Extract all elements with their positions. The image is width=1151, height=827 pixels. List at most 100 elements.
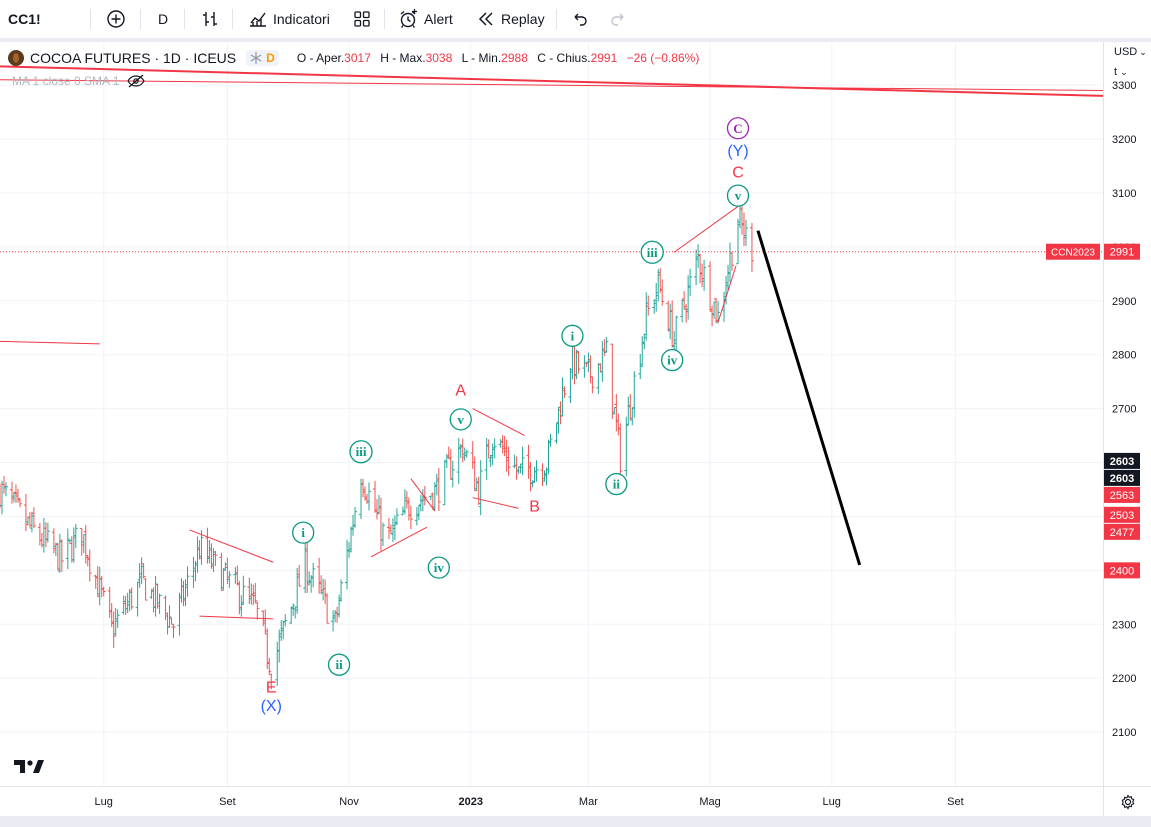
wave-label-text: E [266,679,277,696]
ma-indicator-legend[interactable]: MA 1 close 0 SMA 1 [12,74,146,88]
bottom-panel-border [0,816,1151,827]
close-label: C - Chius. [537,51,591,65]
chevron-down-icon: ⌄ [1139,47,1147,57]
high-value: 3038 [425,51,453,65]
wave-label: ii [327,653,351,676]
bars-icon [203,12,217,26]
wave-label: iv [661,348,684,372]
symbol-title: COCOA FUTURES · 1D · ICEUS [30,50,237,66]
wave-label: C [726,117,750,140]
wave-label-text: v [457,412,464,427]
compare-button[interactable] [106,0,126,38]
currency-label: USD [1114,46,1138,58]
wave-label-circle [292,521,315,544]
wave-label-text: iv [667,353,678,368]
open-value: 3017 [344,51,371,65]
toolbar-divider [184,9,185,29]
wave-label-circle [640,240,664,264]
wave-label: B [529,499,540,516]
chart-grid [0,42,1103,786]
alert-label: Alert [424,11,453,27]
high-label: H - Max. [380,51,426,65]
chevron-down-icon: ⌄ [1120,67,1128,77]
replay-label: Replay [501,11,545,27]
toolbar-divider [384,9,385,29]
cocoa-logo-icon [8,50,24,66]
undo-icon [574,13,587,26]
bar-style-button[interactable] [200,0,220,38]
trendlines [0,65,1104,620]
wave-label-text: ii [335,657,343,672]
trendline [0,340,100,345]
currency-selector[interactable]: USD ⌄ [1114,46,1147,58]
wave-label: ii [605,472,628,496]
plus-circle-icon [107,10,125,28]
low-value: 2988 [501,51,528,65]
time-axis[interactable] [0,786,1103,817]
wave-label-circle [726,184,750,207]
wave-label-text: C [733,121,742,136]
rewind-icon [478,12,493,26]
wave-label-circle [561,324,584,347]
delay-badge: D [266,51,275,65]
replay-button[interactable]: Replay [476,0,545,38]
alert-button[interactable]: Alert [398,0,453,38]
wave-label-text: (Y) [727,143,748,160]
trendline [410,478,436,512]
wave-label-text: C [732,164,744,181]
undo-button[interactable] [570,0,590,38]
wave-label-circle [661,348,684,372]
wave-label: C [732,164,744,181]
wave-label-text: B [529,499,540,516]
eye-hidden-icon[interactable] [127,74,146,88]
gear-icon [1121,794,1135,810]
change-value: −26 (−0.86%) [626,51,700,65]
wave-label-text: i [571,328,575,343]
wave-label-circle [726,117,750,140]
wave-label: i [561,324,584,347]
templates-button[interactable] [352,0,372,38]
wave-label: i [292,521,315,544]
indicators-button[interactable]: Indicatori [248,0,330,38]
grid-icon [354,11,370,27]
wave-label: v [449,408,472,431]
wave-label: v [726,184,750,207]
wave-label: E [266,679,277,696]
wave-label: (Y) [727,143,748,160]
wave-label-circle [449,408,472,431]
price-axis[interactable]: USD ⌄ t ⌄ [1103,42,1151,786]
ma-label: MA 1 close 0 SMA 1 [12,74,120,88]
chart-legend: COCOA FUTURES · 1D · ICEUS D O - Aper.30… [8,48,699,68]
axis-settings[interactable] [1103,786,1151,817]
wave-label-text: (X) [261,698,282,715]
trendline [189,529,274,563]
snowflake-icon [250,52,262,64]
symbol-search-button[interactable]: CC1! [8,0,41,38]
redo-icon [611,13,624,26]
indicators-label: Indicatori [273,11,330,27]
wave-label-circle [605,472,628,496]
unit-selector[interactable]: t ⌄ [1114,66,1128,78]
trendline [472,408,525,437]
wave-label-circle [327,653,351,676]
wave-label: iii [640,240,664,264]
wave-label-text: ii [613,477,621,492]
wave-label-text: A [455,383,466,400]
symbol-label: CC1! [8,11,41,27]
wave-label-text: i [301,525,305,540]
toolbar-divider [556,9,557,29]
market-status-badge[interactable]: D [246,50,279,66]
trendline [472,497,519,509]
wave-label-text: iv [434,560,445,575]
low-label: L - Min. [461,51,502,65]
projection-arrow-line [756,230,862,566]
redo-button[interactable] [608,0,628,38]
ohlc-bars [0,199,754,690]
wave-label: iv [427,556,450,579]
trendline [0,79,1104,92]
wave-label: (X) [261,698,282,715]
interval-button[interactable]: D [158,0,168,38]
wave-label: A [455,383,466,400]
